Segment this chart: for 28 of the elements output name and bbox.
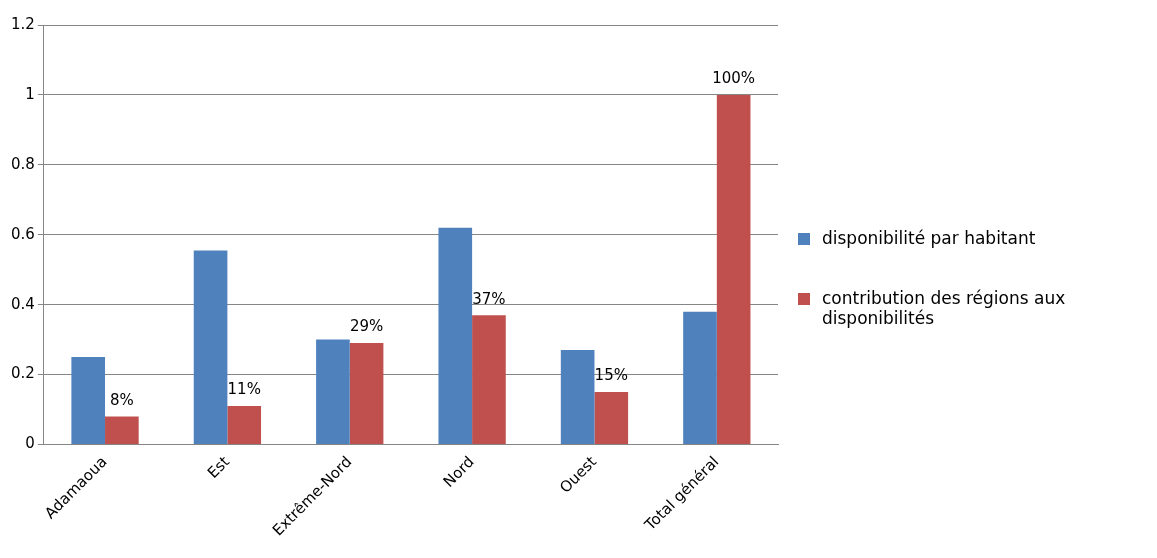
y-tick-label: 1 xyxy=(25,84,35,103)
legend-label: disponibilité par habitant xyxy=(822,228,1036,248)
bar xyxy=(349,343,384,444)
data-label: 100% xyxy=(712,69,756,88)
bar xyxy=(683,311,717,444)
bar xyxy=(227,406,262,444)
bar xyxy=(438,227,473,444)
bar xyxy=(716,94,751,444)
bar xyxy=(316,339,350,444)
bar xyxy=(193,250,228,444)
data-label: 8% xyxy=(109,390,134,409)
x-tick-label: Est xyxy=(203,452,234,482)
data-label: 29% xyxy=(349,317,384,336)
bar xyxy=(71,357,106,444)
y-tick-label: 1.2 xyxy=(11,14,35,33)
data-label: 37% xyxy=(472,289,506,308)
bar xyxy=(594,392,629,444)
bar xyxy=(105,416,139,444)
legend-label: contribution des régions aux disponibilités xyxy=(822,288,1067,328)
data-label: 11% xyxy=(227,380,261,399)
y-tick-label: 0.8 xyxy=(11,154,35,173)
y-tick-label: 0 xyxy=(25,434,35,453)
data-label: 15% xyxy=(594,366,628,385)
bar xyxy=(472,315,506,444)
y-tick-label: 0.6 xyxy=(11,224,35,243)
bar xyxy=(560,350,595,444)
y-tick-label: 0.2 xyxy=(11,364,35,383)
y-tick-label: 0.4 xyxy=(11,294,35,313)
